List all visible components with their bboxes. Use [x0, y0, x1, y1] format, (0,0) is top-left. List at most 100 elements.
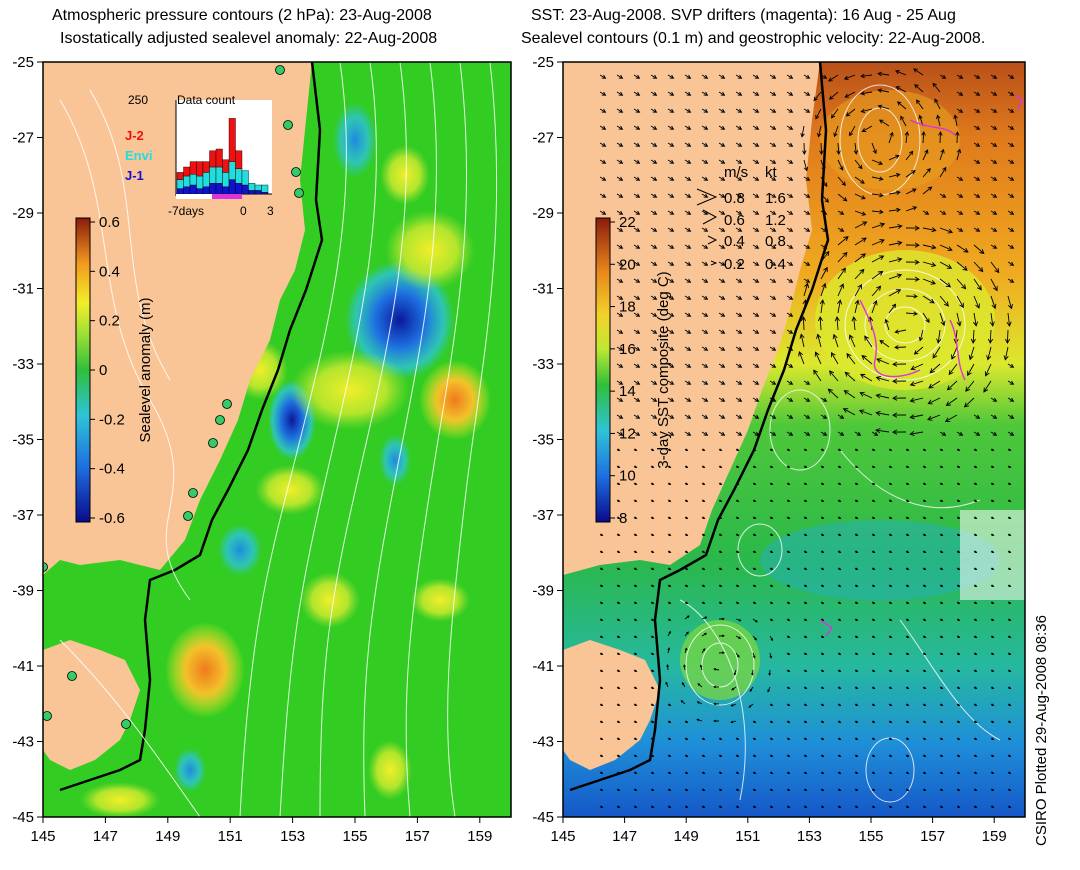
inset-bar-j1 [222, 186, 230, 195]
velocity-arrow [786, 703, 791, 706]
geostrophic-velocity-arrows [599, 68, 1015, 808]
velocity-arrow [718, 533, 723, 536]
velocity-arrow [888, 172, 901, 178]
velocity-arrow [922, 516, 927, 519]
velocity-arrow [875, 375, 890, 382]
velocity-arrow [633, 295, 641, 300]
velocity-arrow [888, 190, 901, 195]
velocity-arrow [650, 550, 655, 553]
velocity-arrow [956, 567, 961, 570]
velocity-arrow [718, 176, 726, 181]
velocity-arrow [956, 261, 968, 271]
velocity-arrow [803, 499, 808, 502]
velocity-arrow [718, 244, 726, 249]
velocity-arrow [786, 125, 794, 130]
velocity-arrow [735, 295, 743, 300]
right-lat-tick-label: -41 [532, 658, 554, 675]
velocity-arrow [786, 397, 794, 402]
velocity-arrow [684, 516, 689, 519]
velocity-legend-header-kt: kt [765, 164, 778, 181]
velocity-arrow [633, 210, 641, 215]
velocity-arrow [956, 618, 961, 621]
right-lon-tick-label: 155 [858, 828, 883, 845]
velocity-arrow [956, 465, 961, 468]
velocity-arrow [888, 805, 893, 808]
velocity-arrow [905, 788, 910, 791]
velocity-arrow [786, 788, 791, 791]
velocity-arrow [956, 601, 961, 604]
velocity-arrow [786, 159, 794, 164]
left-lat-tick-label: -33 [12, 356, 34, 373]
velocity-arrow [786, 618, 791, 621]
velocity-arrow [939, 737, 944, 740]
velocity-arrow [616, 193, 624, 198]
velocity-arrow [616, 482, 621, 485]
velocity-arrow [987, 329, 994, 344]
velocity-arrow [599, 652, 604, 655]
velocity-arrow [888, 533, 893, 536]
velocity-arrow [894, 329, 907, 334]
velocity-arrow [854, 431, 862, 436]
left-colorbar-tick-label: 0.6 [99, 214, 120, 231]
velocity-arrow [769, 329, 777, 334]
velocity-arrow [701, 499, 706, 502]
velocity-arrow [718, 210, 726, 215]
eddy-high-33s [290, 350, 410, 430]
left-lat-tick-label: -29 [12, 205, 34, 222]
velocity-arrow [633, 227, 641, 232]
velocity-arrow [786, 737, 791, 740]
velocity-arrow [680, 700, 686, 705]
velocity-arrow [718, 108, 726, 113]
velocity-arrow [939, 533, 944, 536]
velocity-arrow [831, 352, 839, 365]
velocity-arrow [990, 737, 995, 740]
velocity-arrow [956, 312, 962, 327]
left-lat-tick-label: -35 [12, 432, 34, 449]
velocity-arrow [842, 408, 856, 416]
velocity-arrow [803, 652, 808, 655]
velocity-arrow [1007, 227, 1015, 232]
velocity-arrow [752, 788, 757, 791]
velocity-arrow [786, 601, 791, 604]
velocity-arrow [956, 278, 967, 290]
velocity-arrow [665, 681, 669, 688]
velocity-arrow [650, 397, 658, 402]
velocity-arrow [871, 533, 876, 536]
velocity-arrow [854, 567, 859, 570]
inset-bar-j1 [254, 190, 262, 195]
velocity-arrow [973, 295, 980, 309]
velocity-arrow [939, 193, 947, 198]
velocity-arrow [1007, 431, 1015, 436]
inset-bar-j1 [209, 182, 217, 195]
velocity-arrow [718, 805, 723, 808]
velocity-arrow [718, 125, 726, 130]
velocity-arrow [718, 193, 726, 198]
velocity-arrow [752, 125, 760, 130]
velocity-arrow [650, 465, 655, 468]
velocity-arrow [905, 225, 920, 231]
velocity-arrow [820, 74, 828, 79]
velocity-arrow [837, 635, 842, 638]
velocity-arrow [854, 805, 859, 808]
velocity-arrow [769, 397, 777, 402]
velocity-arrow [616, 805, 621, 808]
velocity-arrow [939, 550, 944, 553]
velocity-arrow [718, 584, 723, 587]
left-colorbar-tick-label: 0 [99, 362, 107, 379]
velocity-arrow [922, 703, 927, 706]
velocity-arrow [803, 282, 810, 297]
velocity-arrow [752, 278, 760, 283]
velocity-arrow [956, 516, 961, 519]
velocity-arrow [599, 142, 607, 147]
velocity-arrow [718, 788, 723, 791]
velocity-arrow [769, 720, 774, 723]
velocity-arrow [905, 150, 914, 161]
velocity-arrow [684, 448, 689, 451]
inset-bar-j1 [196, 188, 204, 195]
velocity-arrow [650, 567, 655, 570]
velocity-arrow [752, 499, 757, 502]
velocity-arrow [939, 74, 947, 79]
velocity-arrow [752, 210, 760, 215]
velocity-arrow [701, 533, 706, 536]
velocity-arrow [877, 104, 890, 110]
